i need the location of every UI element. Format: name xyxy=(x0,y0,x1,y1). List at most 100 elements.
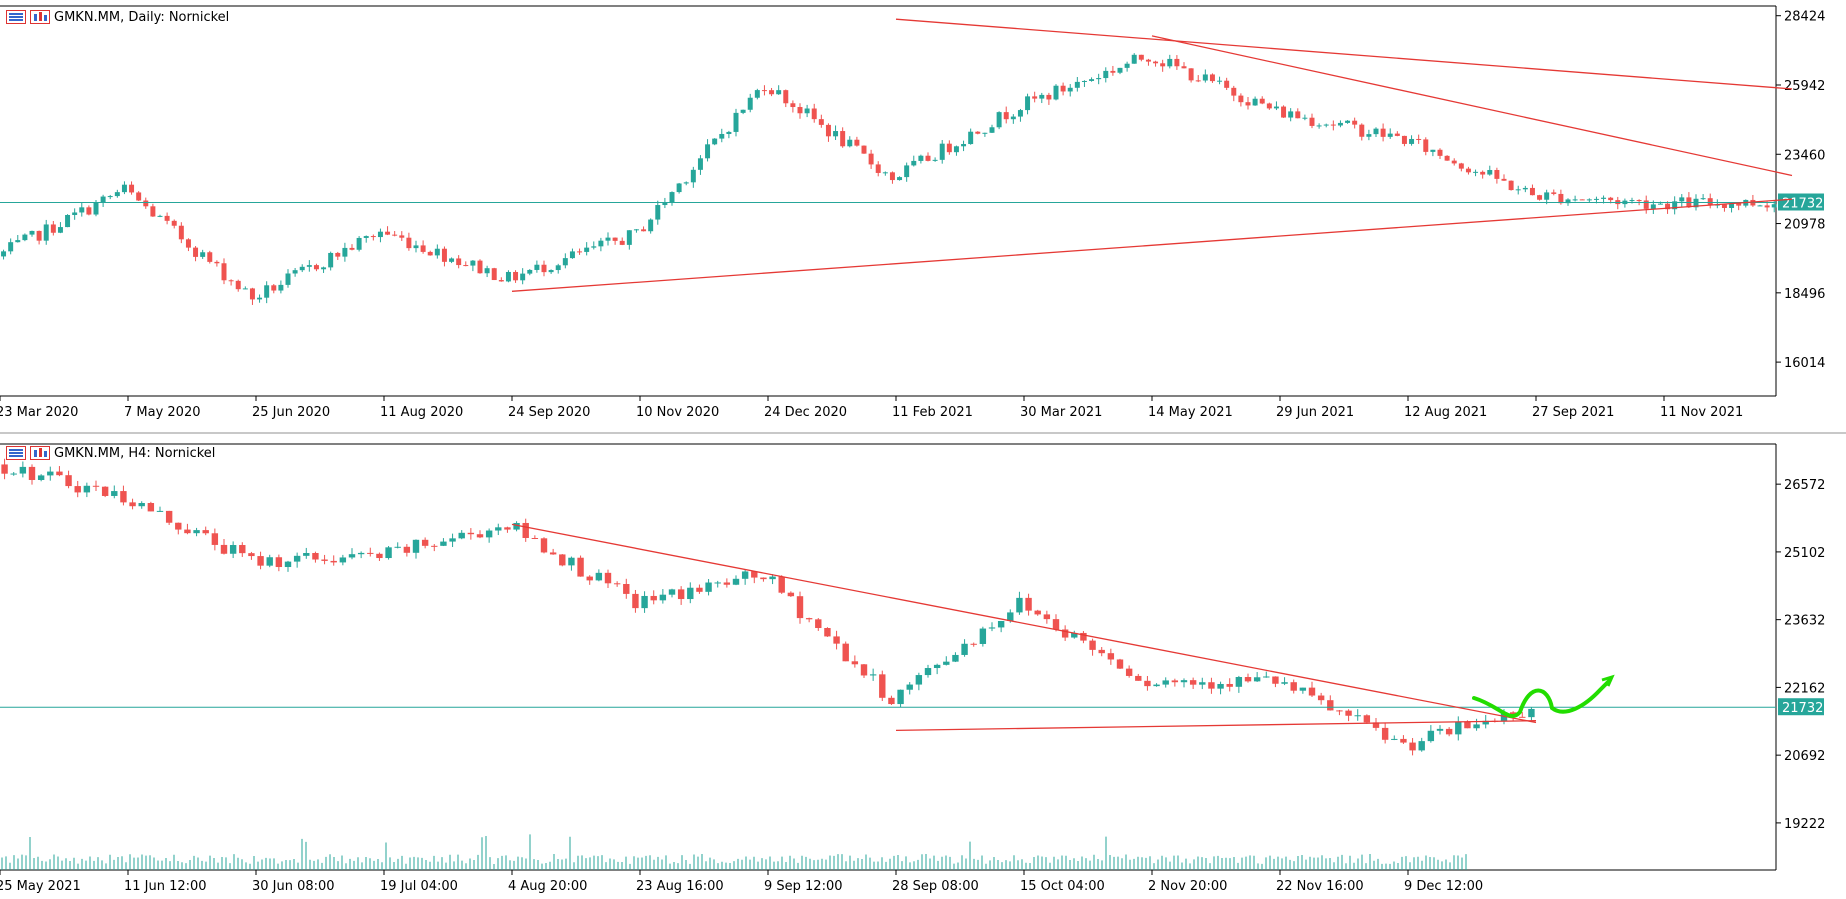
candle-body xyxy=(854,139,860,146)
panel-separator xyxy=(0,432,1846,434)
time-tick-label: 14 May 2021 xyxy=(1148,405,1233,420)
candle-body xyxy=(598,240,604,247)
candle-body xyxy=(271,285,277,291)
current-price-badge xyxy=(1778,698,1824,716)
candle-body xyxy=(612,237,618,241)
candle-body xyxy=(531,537,539,539)
candle-body xyxy=(136,192,142,201)
candle-body xyxy=(997,621,1005,628)
candle-body xyxy=(505,271,511,282)
candle-body xyxy=(1061,629,1069,638)
candle-body xyxy=(1558,193,1564,204)
candle-body xyxy=(403,546,411,553)
h4-chart-svg[interactable]: 26572 25102 23632 22162 20692 19222 25 May 202… xyxy=(0,436,1846,899)
candle-body xyxy=(278,284,284,291)
candle-body xyxy=(932,159,938,161)
candle-body xyxy=(1473,724,1480,729)
candle-body xyxy=(778,576,785,593)
candle-body xyxy=(1544,192,1550,200)
candle-body xyxy=(1381,727,1389,740)
time-tick-label: 15 Oct 04:00 xyxy=(1020,879,1105,894)
candle-body xyxy=(513,522,520,530)
chart-properties-icon[interactable] xyxy=(30,10,50,24)
candle-body xyxy=(805,618,813,620)
candle-body xyxy=(370,236,376,238)
candle-body xyxy=(676,183,682,193)
candle-body xyxy=(1528,708,1535,718)
candle-body xyxy=(1252,98,1258,106)
candle-body xyxy=(1273,106,1279,109)
candle-body xyxy=(1188,68,1194,81)
candle-body xyxy=(1501,178,1507,181)
time-tick-label: 23 Mar 2020 xyxy=(0,405,78,420)
candle-body xyxy=(906,684,913,690)
candle-body xyxy=(1665,203,1671,210)
candle-body xyxy=(1437,149,1443,156)
candle-body xyxy=(498,280,504,282)
daily-chart-svg[interactable]: 28424 25942 23460 20978 18496 16014 23 Mar 202… xyxy=(0,0,1846,420)
time-tick-label: 28 Sep 08:00 xyxy=(892,879,979,894)
candle-body xyxy=(1089,640,1096,650)
candle-body xyxy=(242,288,248,290)
candle-body xyxy=(178,225,184,240)
time-tick-label: 4 Aug 20:00 xyxy=(508,879,587,894)
candle-body xyxy=(669,192,675,203)
candle-body xyxy=(811,108,817,120)
candle-body xyxy=(1529,187,1535,196)
candle-body xyxy=(1195,80,1201,82)
candle-body xyxy=(683,182,689,184)
candle-body xyxy=(911,160,917,166)
time-tick-label: 24 Sep 2020 xyxy=(508,405,590,420)
candle-body xyxy=(470,260,476,266)
candle-body xyxy=(1565,199,1571,204)
candle-body xyxy=(577,557,584,577)
candle-body xyxy=(1259,98,1265,104)
candle-body xyxy=(613,583,621,585)
candle-body xyxy=(1508,180,1514,191)
candle-body xyxy=(28,466,36,480)
candle-body xyxy=(1736,203,1742,206)
candle-body xyxy=(1003,112,1009,120)
candle-body xyxy=(83,485,91,493)
candle-body xyxy=(456,258,462,266)
candle-body xyxy=(540,538,548,553)
candle-body xyxy=(1145,59,1151,62)
chart-properties-icon[interactable] xyxy=(30,446,50,460)
price-tick-label: 26572 xyxy=(1784,478,1825,493)
candle-body xyxy=(925,155,931,161)
candle-body xyxy=(65,475,72,487)
h4-chart-panel[interactable]: 26572 25102 23632 22162 20692 19222 25 May 202… xyxy=(0,436,1846,899)
candle-body xyxy=(207,252,213,262)
candle-body xyxy=(348,554,356,558)
list-icon[interactable] xyxy=(6,10,26,24)
h4-chart-title: GMKN.MM, H4: Nornickel xyxy=(54,445,216,461)
candle-body xyxy=(1336,710,1343,712)
candle-body xyxy=(1238,95,1244,103)
candle-body xyxy=(541,264,547,273)
candle-body xyxy=(292,270,298,274)
candle-body xyxy=(804,108,810,114)
candle-body xyxy=(527,269,533,274)
candle-body xyxy=(1160,63,1166,67)
candle-body xyxy=(406,237,412,249)
candle-body xyxy=(349,247,355,250)
current-price-badge xyxy=(1778,193,1824,211)
candle-body xyxy=(441,248,447,262)
candle-body xyxy=(1401,135,1407,144)
candle-body xyxy=(8,242,14,252)
candle-body xyxy=(1363,715,1371,723)
price-tick-label: 16014 xyxy=(1784,356,1825,371)
candle-body xyxy=(484,268,490,274)
candle-body xyxy=(120,491,127,503)
candle-body xyxy=(591,246,597,248)
time-tick-label: 30 Jun 08:00 xyxy=(252,879,335,894)
candle-body xyxy=(1103,70,1109,79)
candle-body xyxy=(1394,133,1400,136)
candle-body xyxy=(1551,192,1557,194)
list-icon[interactable] xyxy=(6,446,26,460)
candle-body xyxy=(228,280,234,282)
candle-body xyxy=(1110,70,1116,73)
daily-chart-panel[interactable]: 28424 25942 23460 20978 18496 16014 23 Mar 202… xyxy=(0,0,1846,420)
candle-body xyxy=(1081,80,1087,82)
candle-body xyxy=(1217,683,1224,689)
